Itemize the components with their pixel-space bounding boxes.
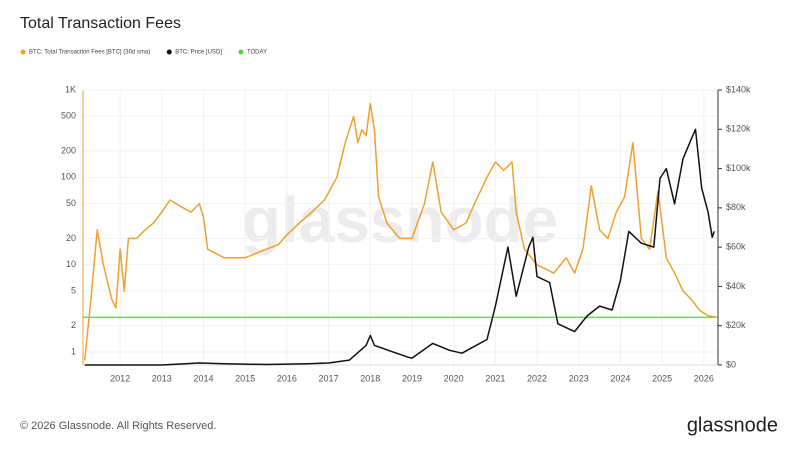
y-tick-label: 5: [71, 285, 76, 295]
y2-tick-label: $60k: [726, 242, 746, 252]
y2-tick-label: $40k: [726, 281, 746, 291]
y2-tick-label: $0: [726, 359, 736, 369]
y-tick-label: 200: [61, 145, 76, 155]
x-tick-label: 2018: [360, 373, 380, 383]
series-line: [83, 102, 717, 361]
y2-tick-label: $100k: [726, 163, 751, 173]
x-tick-label: 2015: [235, 373, 255, 383]
x-tick-label: 2026: [694, 373, 714, 383]
y2-tick-label: $20k: [726, 320, 746, 330]
x-tick-label: 2021: [485, 373, 505, 383]
y2-tick-label: $120k: [726, 124, 751, 134]
y-tick-label: 10: [66, 259, 76, 269]
x-tick-label: 2022: [527, 373, 547, 383]
x-tick-label: 2016: [277, 373, 297, 383]
footer: © 2026 Glassnode. All Rights Reserved.: [20, 420, 216, 432]
x-tick-label: 2019: [402, 373, 422, 383]
x-tick-label: 2024: [610, 373, 630, 383]
x-tick-label: 2014: [193, 373, 213, 383]
legend-label: TODAY: [247, 50, 267, 56]
x-tick-label: 2013: [152, 373, 172, 383]
brand-logo: glassnode: [687, 414, 778, 436]
y-tick-label: 500: [61, 111, 76, 121]
watermark: glassnode: [242, 184, 559, 256]
legend-marker: [166, 49, 172, 55]
legend-marker: [20, 49, 26, 55]
x-tick-label: 2023: [569, 373, 589, 383]
x-tick-label: 2020: [444, 373, 464, 383]
y2-tick-label: $140k: [726, 84, 751, 94]
y-tick-label: 50: [66, 198, 76, 208]
x-tick-label: 2017: [319, 373, 339, 383]
y-tick-label: 100: [61, 172, 76, 182]
y-tick-label: 20: [66, 233, 76, 243]
x-tick-label: 2025: [652, 373, 672, 383]
chart-title: Total Transaction Fees: [20, 15, 181, 32]
legend-marker: [238, 49, 244, 55]
x-tick-label: 2012: [110, 373, 130, 383]
legend-label: BTC: Total Transaction Fees [BTC] (30d s…: [29, 50, 150, 56]
y2-tick-label: $80k: [726, 202, 746, 212]
y-tick-label: 1: [71, 346, 76, 356]
series-line: [84, 128, 715, 366]
y-tick-label: 1K: [65, 84, 76, 94]
legend-label: BTC: Price [USD]: [175, 50, 222, 56]
y-tick-label: 2: [71, 320, 76, 330]
